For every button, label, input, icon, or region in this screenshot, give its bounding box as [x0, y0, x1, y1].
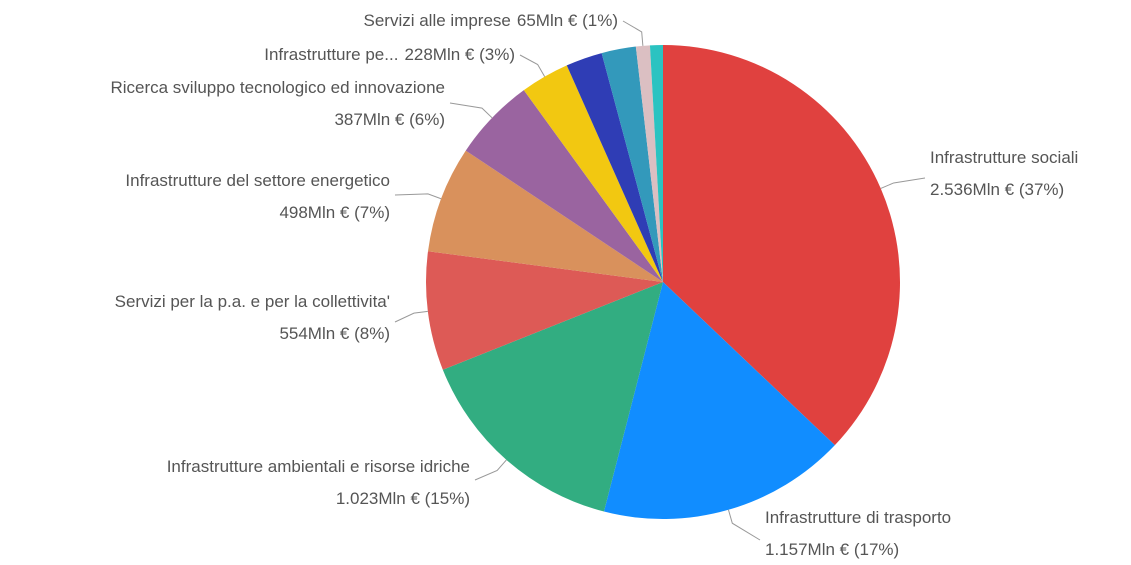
slice-label: Ricerca sviluppo tecnologico ed innovazi… [110, 78, 445, 97]
slice-label-group: Servizi alle imprese 65Mln € (1%) [364, 11, 619, 30]
leader-line [880, 177, 926, 189]
slice-value-label: 554Mln € (8%) [279, 324, 390, 343]
pie-slice [601, 46, 663, 283]
slice-value-label: 65Mln € (1%) [517, 11, 618, 30]
slice-label: Infrastrutture di trasporto [765, 508, 951, 527]
pie-slice [523, 65, 663, 283]
leader-line [394, 193, 442, 200]
slice-value-label: 387Mln € (6%) [334, 110, 445, 129]
leader-line [519, 54, 546, 77]
pie-slice [663, 45, 900, 446]
slice-label: Infrastrutture ambientali e risorse idri… [167, 457, 470, 476]
slice-label: Infrastrutture sociali [930, 148, 1078, 167]
slice-label: Infrastrutture del settore energetico [125, 171, 390, 190]
leader-line [622, 20, 644, 46]
leader-line [449, 102, 493, 119]
pie-slice [425, 251, 663, 370]
slice-value-label: 1.157Mln € (17%) [765, 540, 899, 559]
pie-slice [603, 282, 835, 519]
slice-label-group: Infrastrutture pe... 228Mln € (3%) [264, 45, 515, 64]
pie-slice [649, 45, 663, 282]
pie-slice [566, 53, 663, 282]
slice-value-label: 2.536Mln € (37%) [930, 180, 1064, 199]
pie-slice [635, 45, 663, 282]
pie-slice [465, 90, 663, 283]
pie-slice [428, 150, 663, 282]
slice-label: Servizi per la p.a. e per la collettivit… [115, 292, 390, 311]
slice-value-label: 228Mln € (3%) [404, 45, 515, 64]
slice-label: Servizi alle imprese [364, 11, 511, 30]
leader-line [727, 509, 761, 541]
leader-line [474, 459, 507, 481]
leader-line [394, 310, 428, 323]
pie-slice [442, 282, 663, 512]
slice-value-label: 498Mln € (7%) [279, 203, 390, 222]
slice-label: Infrastrutture pe... [264, 45, 398, 64]
slice-value-label: 1.023Mln € (15%) [336, 489, 470, 508]
